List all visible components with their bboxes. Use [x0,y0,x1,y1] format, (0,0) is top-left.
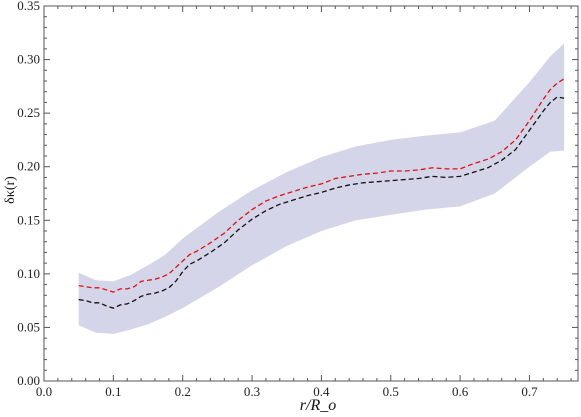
axes-frame [43,5,579,382]
y-tick-label: 0.25 [17,105,40,120]
ticks: 0.0 0.1 0.2 0.3 0.4 0.5 0.6 0.7 0.00 0.05 0.10 0.15… [17,0,578,399]
plot-frame [43,5,579,382]
x-tick-label: 0.3 [244,384,260,399]
y-tick-label: 0.35 [17,0,40,13]
x-tick-label: 0.4 [313,384,330,399]
x-tick-label: 0.5 [383,384,399,399]
x-axis-label: r/R_o [300,397,336,414]
y-tick-label: 0.15 [17,212,40,227]
y-axis-label: δκ(r) [3,176,18,204]
x-tick-label: 0.7 [521,384,538,399]
x-tick-label: 0.6 [452,384,469,399]
plot-area [78,43,565,334]
series-line-black [78,96,565,309]
x-tick-label: 0.1 [105,384,121,399]
series-line-red [78,78,565,293]
x-tick-label: 0.0 [36,384,52,399]
y-tick-label: 0.05 [17,319,40,334]
y-tick-label: 0.00 [17,373,40,388]
y-tick-label: 0.30 [17,52,40,67]
y-tick-label: 0.10 [17,266,40,281]
x-tick-label: 0.2 [175,384,191,399]
y-tick-label: 0.20 [17,159,40,174]
confidence-band [78,43,565,334]
